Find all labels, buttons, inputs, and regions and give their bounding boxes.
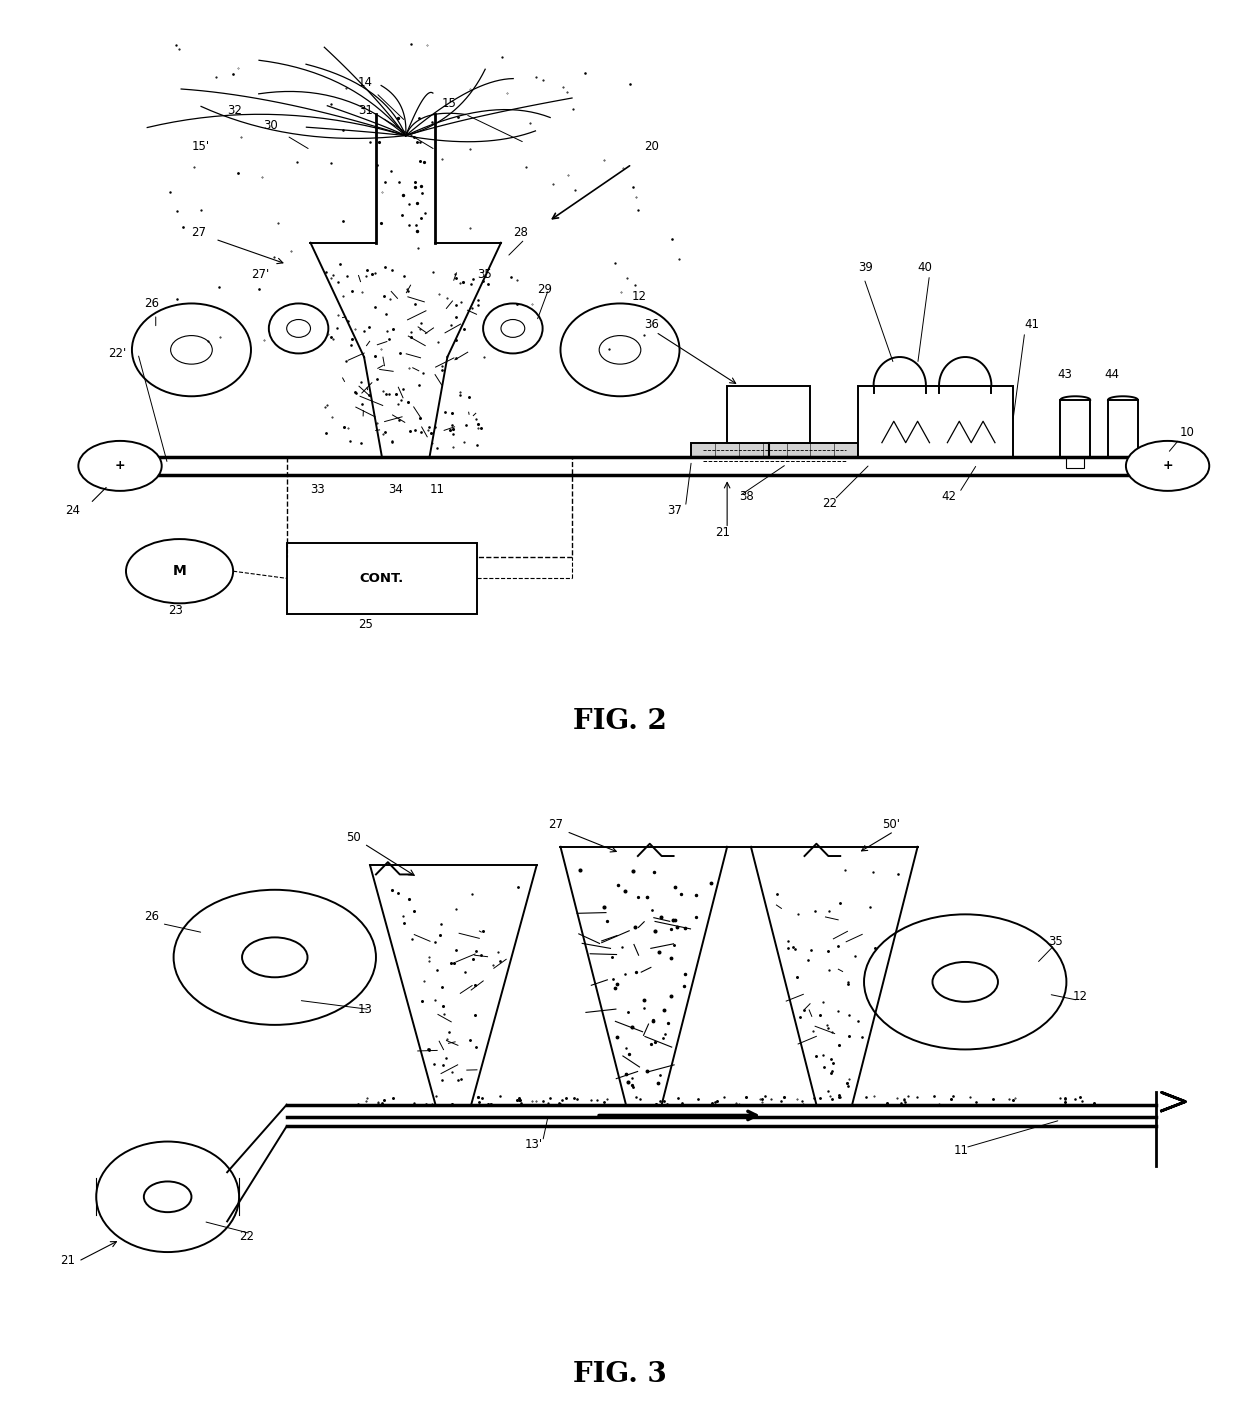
Text: 26: 26 xyxy=(144,297,159,310)
Ellipse shape xyxy=(560,304,680,397)
Text: 12: 12 xyxy=(632,290,647,303)
Text: 40: 40 xyxy=(918,261,932,274)
Bar xyxy=(286,457,573,557)
Text: 22: 22 xyxy=(822,497,837,510)
Bar xyxy=(858,386,1013,457)
Text: 30: 30 xyxy=(263,119,278,131)
Text: 14: 14 xyxy=(358,76,373,89)
Text: 27: 27 xyxy=(548,818,563,831)
Text: 50': 50' xyxy=(882,818,900,831)
Text: 24: 24 xyxy=(64,504,79,517)
Text: 20: 20 xyxy=(644,140,658,153)
Text: 50: 50 xyxy=(346,831,361,844)
Text: 11: 11 xyxy=(429,483,444,496)
Text: 35: 35 xyxy=(477,268,492,281)
Bar xyxy=(286,543,477,614)
Text: 31: 31 xyxy=(358,104,373,117)
Text: M: M xyxy=(172,564,186,578)
Text: 44: 44 xyxy=(1105,368,1120,381)
Text: 39: 39 xyxy=(858,261,873,274)
Circle shape xyxy=(1126,441,1209,491)
Text: +: + xyxy=(1162,460,1173,473)
Text: FIG. 3: FIG. 3 xyxy=(573,1361,667,1388)
Text: 37: 37 xyxy=(667,504,682,517)
Bar xyxy=(1109,400,1138,457)
Text: FIG. 2: FIG. 2 xyxy=(573,708,667,734)
Text: CONT.: CONT. xyxy=(360,571,404,585)
Text: 33: 33 xyxy=(310,483,325,496)
Text: 29: 29 xyxy=(537,283,552,296)
Text: 22: 22 xyxy=(239,1230,254,1242)
Text: +: + xyxy=(115,460,125,473)
Text: 41: 41 xyxy=(1024,318,1039,331)
Text: 12: 12 xyxy=(1073,990,1087,1004)
Bar xyxy=(692,443,858,457)
Text: 27: 27 xyxy=(191,226,206,238)
Circle shape xyxy=(78,441,161,491)
Text: 38: 38 xyxy=(739,490,754,503)
Text: 36: 36 xyxy=(644,318,658,331)
Bar xyxy=(1066,457,1084,468)
Ellipse shape xyxy=(97,1141,239,1252)
Text: 21: 21 xyxy=(715,526,730,538)
Text: 42: 42 xyxy=(941,490,956,503)
Ellipse shape xyxy=(864,914,1066,1050)
Text: 27': 27' xyxy=(250,268,269,281)
Text: 32: 32 xyxy=(227,104,242,117)
Text: 21: 21 xyxy=(61,1254,76,1268)
Text: 25: 25 xyxy=(358,618,373,631)
Circle shape xyxy=(126,540,233,603)
Text: 11: 11 xyxy=(954,1144,968,1157)
Text: 34: 34 xyxy=(388,483,403,496)
Text: 13': 13' xyxy=(525,1138,543,1151)
Bar xyxy=(1060,400,1090,457)
Text: 13: 13 xyxy=(358,1002,373,1015)
Text: 22': 22' xyxy=(108,347,126,360)
Ellipse shape xyxy=(269,304,329,354)
Bar xyxy=(727,386,811,443)
Text: 26: 26 xyxy=(144,911,159,924)
Text: 15: 15 xyxy=(441,97,456,110)
Text: 35: 35 xyxy=(1049,935,1063,948)
Ellipse shape xyxy=(484,304,543,354)
Text: 15': 15' xyxy=(191,140,210,153)
Text: 28: 28 xyxy=(513,226,528,238)
Text: 23: 23 xyxy=(167,604,182,617)
Text: 10: 10 xyxy=(1179,426,1194,438)
Ellipse shape xyxy=(174,890,376,1025)
Text: 43: 43 xyxy=(1056,368,1071,381)
Ellipse shape xyxy=(131,304,250,397)
